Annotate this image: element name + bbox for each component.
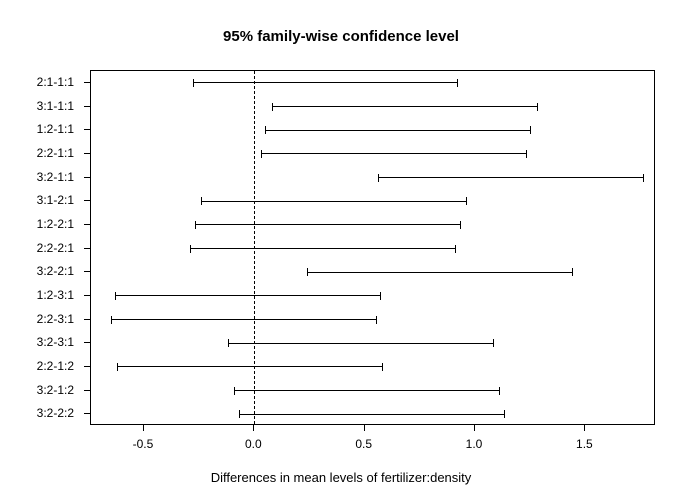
ci-line <box>239 414 504 415</box>
ci-cap-high <box>526 150 527 158</box>
ci-line <box>234 390 499 391</box>
ci-cap-low <box>272 103 273 111</box>
ci-line <box>228 343 493 344</box>
ci-line <box>195 224 460 225</box>
ci-line <box>111 319 376 320</box>
ci-cap-high <box>460 221 461 229</box>
ci-line <box>261 153 526 154</box>
ci-cap-low <box>307 268 308 276</box>
x-tick <box>253 425 254 431</box>
ci-cap-high <box>530 126 531 134</box>
y-tick <box>84 248 90 249</box>
y-tick <box>84 177 90 178</box>
y-tick <box>84 153 90 154</box>
y-tick <box>84 82 90 83</box>
ci-cap-low <box>117 363 118 371</box>
ci-cap-high <box>457 79 458 87</box>
y-tick <box>84 295 90 296</box>
y-tick-label: 1:2-1:1 <box>4 122 74 136</box>
y-tick <box>84 366 90 367</box>
plot-region <box>90 70 655 425</box>
ci-cap-high <box>376 316 377 324</box>
ci-line <box>190 248 455 249</box>
ci-cap-high <box>504 410 505 418</box>
y-tick <box>84 319 90 320</box>
y-tick <box>84 106 90 107</box>
y-tick <box>84 342 90 343</box>
ci-cap-low <box>378 174 379 182</box>
ci-cap-high <box>380 292 381 300</box>
tukey-hsd-plot: 95% family-wise confidence level Differe… <box>0 0 682 501</box>
y-tick-label: 3:1-1:1 <box>4 99 74 113</box>
ci-cap-high <box>455 245 456 253</box>
ci-cap-high <box>382 363 383 371</box>
x-tick <box>474 425 475 431</box>
ci-cap-high <box>493 339 494 347</box>
y-tick-label: 1:2-2:1 <box>4 217 74 231</box>
y-tick-label: 3:2-3:1 <box>4 335 74 349</box>
ci-line <box>272 106 537 107</box>
ci-cap-low <box>201 197 202 205</box>
y-tick <box>84 129 90 130</box>
ci-cap-low <box>193 79 194 87</box>
x-axis-label: Differences in mean levels of fertilizer… <box>0 470 682 485</box>
x-tick-label: 0.5 <box>355 437 372 451</box>
ci-line <box>265 130 530 131</box>
y-tick <box>84 390 90 391</box>
y-tick <box>84 200 90 201</box>
x-tick <box>143 425 144 431</box>
ci-cap-low <box>190 245 191 253</box>
ci-cap-low <box>111 316 112 324</box>
y-tick <box>84 224 90 225</box>
plot-title: 95% family-wise confidence level <box>0 28 682 45</box>
y-tick-label: 1:2-3:1 <box>4 288 74 302</box>
x-tick <box>584 425 585 431</box>
ci-cap-low <box>265 126 266 134</box>
y-tick <box>84 271 90 272</box>
x-tick-label: 0.0 <box>245 437 262 451</box>
y-tick-label: 2:2-1:2 <box>4 359 74 373</box>
y-tick-label: 2:1-1:1 <box>4 75 74 89</box>
x-tick-label: -0.5 <box>133 437 154 451</box>
ci-cap-low <box>115 292 116 300</box>
ci-cap-low <box>234 387 235 395</box>
y-tick-label: 3:2-1:1 <box>4 170 74 184</box>
ci-line <box>115 295 380 296</box>
y-tick-label: 3:2-2:2 <box>4 406 74 420</box>
x-tick-label: 1.5 <box>576 437 593 451</box>
ci-cap-high <box>643 174 644 182</box>
x-tick <box>364 425 365 431</box>
ci-line <box>117 366 382 367</box>
x-tick-label: 1.0 <box>466 437 483 451</box>
ci-line <box>307 272 572 273</box>
ci-line <box>193 82 458 83</box>
ci-cap-high <box>466 197 467 205</box>
ci-cap-high <box>537 103 538 111</box>
y-tick-label: 2:2-2:1 <box>4 241 74 255</box>
y-tick <box>84 413 90 414</box>
y-tick-label: 3:2-2:1 <box>4 264 74 278</box>
y-tick-label: 2:2-1:1 <box>4 146 74 160</box>
y-tick-label: 3:2-1:2 <box>4 383 74 397</box>
ci-cap-low <box>195 221 196 229</box>
ci-cap-low <box>239 410 240 418</box>
y-tick-label: 3:1-2:1 <box>4 193 74 207</box>
ci-cap-low <box>228 339 229 347</box>
ci-line <box>378 177 643 178</box>
ci-cap-high <box>499 387 500 395</box>
y-tick-label: 2:2-3:1 <box>4 312 74 326</box>
ci-cap-high <box>572 268 573 276</box>
ci-cap-low <box>261 150 262 158</box>
ci-line <box>201 201 466 202</box>
